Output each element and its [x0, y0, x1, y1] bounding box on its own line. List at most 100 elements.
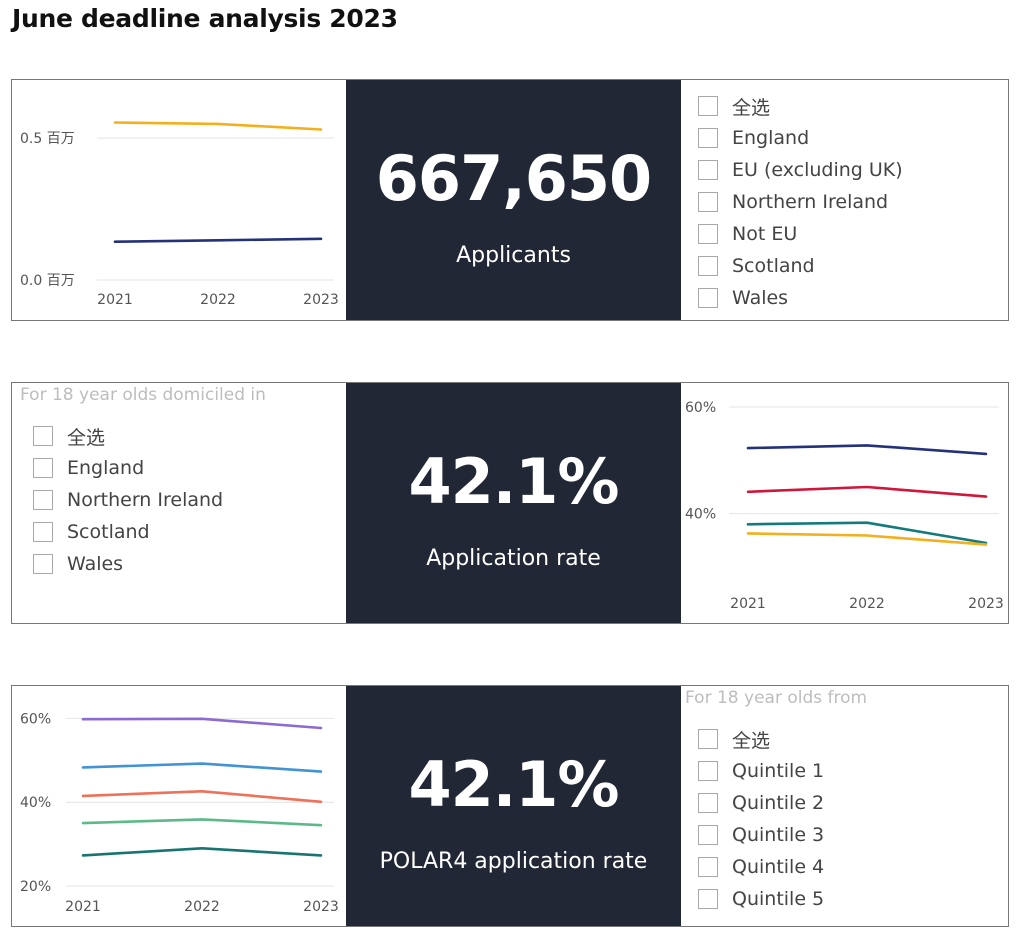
y-tick-label: 20%	[20, 879, 51, 895]
application-rate-kpi-card: 42.1% Application rate	[346, 383, 681, 623]
series-line-3[interactable]	[746, 521, 988, 545]
y-tick-label: 40%	[685, 507, 716, 523]
x-tick-label: 2023	[968, 596, 1004, 612]
application-rate-slicer-item[interactable]: Northern Ireland	[33, 484, 223, 516]
applicants-slicer-item-label: England	[732, 127, 810, 149]
x-tick-label: 2023	[303, 292, 339, 308]
series-line-3[interactable]	[81, 790, 323, 804]
applicants-row: 0.0 百万 0.5 百万 2021 2022 2023 667,650 Applica…	[11, 79, 1009, 321]
applicants-checkbox[interactable]	[698, 224, 718, 244]
application-rate-checkbox[interactable]	[33, 554, 53, 574]
series-line-1[interactable]	[746, 444, 988, 456]
series-line-1[interactable]	[81, 717, 323, 730]
page-title: June deadline analysis 2023	[12, 4, 398, 33]
polar4-checkbox[interactable]	[698, 825, 718, 845]
x-tick-label: 2021	[97, 292, 133, 308]
polar4-slicer-item[interactable]: Quintile 2	[698, 787, 824, 819]
series-line-2[interactable]	[81, 762, 323, 773]
application-rate-slicer-item[interactable]: 全选	[33, 420, 223, 452]
application-rate-slicer: For 18 year olds domiciled in 全选 England N…	[12, 383, 346, 623]
y-tick-label: 40%	[20, 795, 51, 811]
application-rate-slicer-item-label: England	[67, 457, 145, 479]
polar4-slicer-item-label: Quintile 1	[732, 760, 825, 782]
applicants-slicer-list: 全选 England EU (excluding UK) Northern Irela…	[698, 90, 903, 314]
series-line-2[interactable]	[113, 237, 323, 243]
series-line-1[interactable]	[113, 121, 323, 131]
applicants-checkbox[interactable]	[698, 96, 718, 116]
polar4-slicer-item-label: 全选	[732, 729, 771, 752]
polar4-slicer-item-label: Quintile 2	[732, 792, 825, 814]
applicants-slicer-item-label: Scotland	[732, 255, 815, 277]
y-tick-label: 0.0 百万	[20, 273, 75, 289]
applicants-slicer-item[interactable]: Scotland	[698, 250, 903, 282]
applicants-checkbox[interactable]	[698, 128, 718, 148]
application-rate-slicer-header: For 18 year olds domiciled in	[20, 385, 266, 405]
application-rate-checkbox[interactable]	[33, 426, 53, 446]
applicants-checkbox[interactable]	[698, 256, 718, 276]
applicants-kpi-value: 667,650	[375, 142, 652, 215]
polar4-checkbox[interactable]	[698, 761, 718, 781]
applicants-slicer-item[interactable]: EU (excluding UK)	[698, 154, 903, 186]
y-tick-label: 0.5 百万	[20, 131, 75, 147]
polar4-slicer-item[interactable]: Quintile 5	[698, 883, 824, 915]
polar4-checkbox[interactable]	[698, 793, 718, 813]
polar4-slicer-item[interactable]: Quintile 1	[698, 755, 824, 787]
series-line-4[interactable]	[746, 532, 988, 546]
polar4-chart-panel: 20% 40% 60% 2021 2022 2023	[12, 686, 346, 926]
polar4-slicer-item[interactable]: 全选	[698, 723, 824, 755]
applicants-slicer-item-label: Northern Ireland	[732, 191, 889, 213]
applicants-slicer-item[interactable]: Northern Ireland	[698, 186, 903, 218]
x-tick-label: 2022	[849, 596, 885, 612]
application-rate-kpi-value: 42.1%	[408, 445, 619, 518]
application-rate-slicer-item[interactable]: Wales	[33, 548, 223, 580]
applicants-kpi-card: 667,650 Applicants	[346, 80, 681, 320]
applicants-slicer-item[interactable]: England	[698, 122, 903, 154]
application-rate-slicer-list: 全选 England Northern Ireland Scotland Wales	[33, 420, 223, 580]
series-line-5[interactable]	[81, 847, 323, 857]
y-tick-label: 60%	[685, 400, 716, 416]
applicants-kpi-label: Applicants	[456, 243, 571, 268]
application-rate-slicer-item[interactable]: Scotland	[33, 516, 223, 548]
polar4-slicer-item-label: Quintile 4	[732, 856, 825, 878]
polar4-slicer-item[interactable]: Quintile 3	[698, 819, 824, 851]
applicants-checkbox[interactable]	[698, 192, 718, 212]
applicants-slicer-item[interactable]: 全选	[698, 90, 903, 122]
polar4-kpi-card: 42.1% POLAR4 application rate	[346, 686, 681, 926]
applicants-checkbox[interactable]	[698, 288, 718, 308]
x-tick-label: 2022	[200, 292, 236, 308]
y-tick-label: 60%	[20, 711, 51, 727]
polar4-row: 20% 40% 60% 2021 2022 2023 42.1% POLAR4 appli…	[11, 685, 1009, 927]
polar4-slicer-list: 全选 Quintile 1 Quintile 2 Quintile 3 Quintile…	[698, 723, 824, 915]
application-rate-line-chart: 40% 60% 2021 2022 2023	[685, 400, 1004, 612]
applicants-slicer-item[interactable]: Not EU	[698, 218, 903, 250]
polar4-line-chart: 20% 40% 60% 2021 2022 2023	[20, 711, 339, 915]
polar4-slicer-item-label: Quintile 5	[732, 888, 825, 910]
applicants-slicer: 全选 England EU (excluding UK) Northern Irela…	[681, 80, 1008, 320]
applicants-slicer-item-label: 全选	[732, 96, 771, 119]
x-tick-label: 2022	[184, 899, 220, 915]
x-tick-label: 2023	[303, 899, 339, 915]
applicants-slicer-item[interactable]: Wales	[698, 282, 903, 314]
application-rate-checkbox[interactable]	[33, 458, 53, 478]
polar4-kpi-value: 42.1%	[408, 748, 619, 821]
series-line-4[interactable]	[81, 818, 323, 827]
applicants-checkbox[interactable]	[698, 160, 718, 180]
polar4-slicer-item-label: Quintile 3	[732, 824, 825, 846]
application-rate-slicer-item-label: 全选	[67, 426, 106, 449]
application-rate-checkbox[interactable]	[33, 522, 53, 542]
application-rate-slicer-item-label: Wales	[67, 553, 124, 575]
application-rate-slicer-item[interactable]: England	[33, 452, 223, 484]
x-tick-label: 2021	[65, 899, 101, 915]
polar4-checkbox[interactable]	[698, 889, 718, 909]
x-tick-label: 2021	[730, 596, 766, 612]
application-rate-chart-panel: 40% 60% 2021 2022 2023	[681, 383, 1008, 623]
polar4-checkbox[interactable]	[698, 729, 718, 749]
polar4-slicer-header: For 18 year olds from	[685, 688, 868, 708]
application-rate-slicer-item-label: Northern Ireland	[67, 489, 224, 511]
application-rate-checkbox[interactable]	[33, 490, 53, 510]
application-rate-slicer-item-label: Scotland	[67, 521, 150, 543]
polar4-slicer-item[interactable]: Quintile 4	[698, 851, 824, 883]
applicants-slicer-item-label: Not EU	[732, 223, 798, 245]
series-line-2[interactable]	[746, 485, 988, 498]
polar4-checkbox[interactable]	[698, 857, 718, 877]
